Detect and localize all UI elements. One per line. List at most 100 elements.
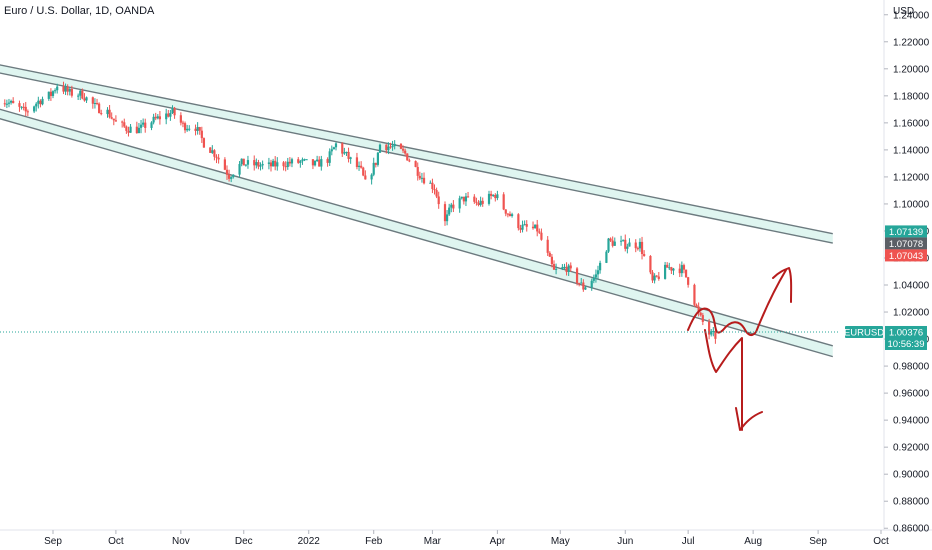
candle — [171, 105, 174, 114]
candle-body — [330, 149, 333, 152]
candle-body — [594, 274, 598, 278]
candle-body — [649, 255, 652, 273]
price-tag — [885, 225, 927, 238]
upper-channel-band-lower-edge — [0, 72, 833, 244]
candle — [200, 126, 203, 143]
candle — [538, 228, 541, 235]
candle — [18, 100, 21, 112]
candle-body — [196, 127, 199, 131]
candle-body — [643, 254, 646, 256]
y-tick-label: 0.90000 — [893, 470, 930, 481]
candle — [360, 161, 363, 169]
candle-body — [502, 194, 505, 210]
candle — [393, 140, 396, 150]
candle — [546, 236, 549, 256]
candle — [334, 142, 338, 151]
candle — [460, 196, 463, 200]
candle-body — [215, 156, 218, 158]
time-axis[interactable]: Sep Oct Nov Dec 2022 Feb Mar Apr May Jun Jul Aug Sep… — [44, 530, 889, 547]
candle-body — [443, 204, 447, 222]
candle-body — [582, 282, 585, 290]
candle-body — [240, 158, 243, 165]
candle — [510, 212, 514, 218]
candle — [259, 162, 262, 171]
candle-body — [318, 159, 321, 167]
price-tag-value: 1.07078 — [889, 239, 923, 250]
candle — [596, 265, 600, 280]
candle — [387, 142, 390, 155]
candle-body — [246, 160, 250, 165]
candle — [422, 172, 426, 185]
candle — [183, 121, 187, 134]
candle-body — [609, 238, 612, 241]
candle-body — [628, 242, 631, 247]
candle — [299, 159, 302, 168]
candle-body — [682, 265, 686, 270]
y-tick-label: 1.24000 — [893, 10, 930, 21]
candle-body — [334, 143, 338, 148]
candle — [473, 194, 476, 204]
symbol-tag-label: EURUSD — [844, 327, 884, 338]
candle-body — [230, 177, 233, 179]
candle-body — [91, 97, 94, 104]
candle-body — [521, 224, 524, 230]
price-axis[interactable]: 1.24000 1.22000 1.20000 1.18000 1.16000 1.140… — [884, 10, 930, 535]
candle — [209, 147, 212, 153]
candle — [695, 303, 698, 308]
candle — [525, 220, 528, 232]
candle-body — [108, 109, 111, 118]
candle — [79, 90, 82, 101]
candle — [186, 124, 189, 132]
candle — [121, 120, 124, 128]
candle-body — [387, 146, 390, 151]
x-tick-label: Aug — [744, 536, 762, 547]
candle-body — [360, 165, 363, 168]
candle-body — [435, 190, 438, 197]
candle — [678, 263, 681, 278]
candle — [230, 175, 233, 183]
candle — [211, 145, 214, 154]
candle — [370, 173, 373, 185]
candle — [479, 196, 482, 207]
candle-body — [142, 122, 145, 125]
candle — [64, 83, 67, 96]
candle-body — [492, 194, 495, 196]
candle-body — [85, 97, 88, 101]
candle-body — [93, 103, 97, 105]
candle-layer — [3, 81, 717, 344]
candle-body — [290, 159, 294, 164]
candle-body — [198, 127, 201, 131]
candle-body — [580, 282, 583, 284]
candle — [619, 235, 623, 246]
candle-body — [349, 157, 352, 159]
candle — [150, 121, 153, 131]
candle-body — [634, 242, 637, 249]
candle — [112, 118, 115, 126]
candle-body — [374, 162, 377, 165]
candle — [213, 149, 216, 161]
candle — [202, 137, 206, 148]
candle — [26, 109, 29, 116]
candle-body — [56, 86, 59, 91]
candle — [496, 190, 499, 201]
candle-body — [284, 166, 287, 168]
candle-body — [267, 162, 271, 164]
candle-body — [701, 315, 704, 322]
candle — [215, 154, 218, 164]
candle — [504, 209, 507, 217]
candle-body — [466, 196, 470, 198]
candle — [431, 178, 434, 194]
candle — [110, 112, 113, 120]
candle-body — [517, 214, 520, 229]
candle — [7, 98, 11, 108]
y-tick-label: 1.12000 — [893, 172, 930, 183]
annotation-layer — [687, 267, 793, 431]
y-tick-label: 0.92000 — [893, 443, 930, 454]
candle-body — [223, 159, 226, 170]
candle — [144, 118, 147, 133]
y-tick-label: 1.10000 — [893, 199, 930, 210]
candle — [420, 172, 424, 183]
candle-body — [693, 284, 696, 305]
candle-body — [636, 248, 639, 250]
